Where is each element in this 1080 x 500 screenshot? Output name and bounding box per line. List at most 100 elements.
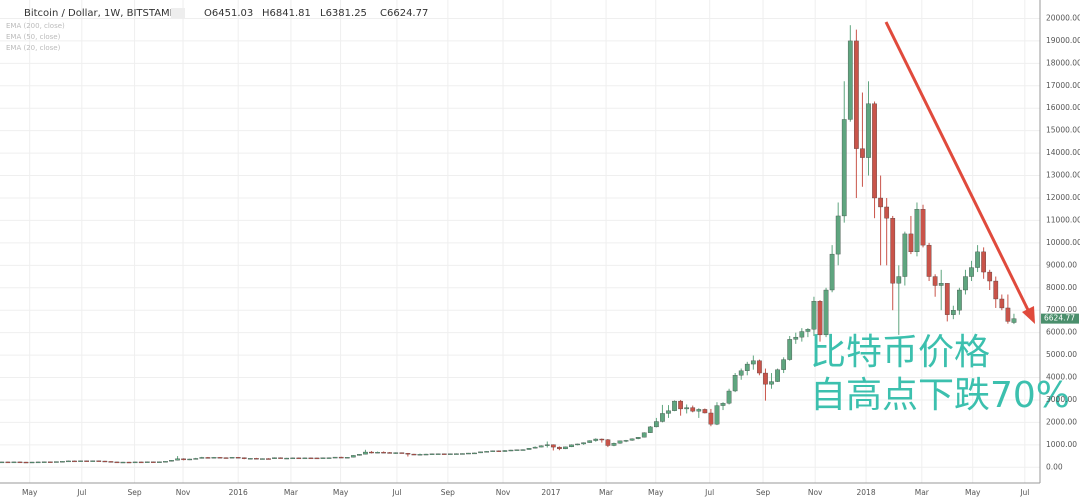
candle-body	[454, 453, 459, 455]
candle-body	[102, 460, 108, 463]
candle-body	[466, 452, 471, 455]
candle-body	[829, 253, 835, 291]
candle-body	[641, 432, 647, 438]
candle-body	[1005, 307, 1011, 322]
y-tick-label: 6000.00	[1046, 328, 1077, 337]
candle-body	[587, 440, 593, 443]
candle-body	[581, 442, 586, 445]
x-tick-label: Nov	[176, 488, 191, 497]
candle-body	[769, 381, 774, 385]
candle-body	[950, 310, 956, 315]
candle-body	[678, 400, 683, 410]
candle-body	[654, 421, 659, 428]
candle-body	[11, 461, 17, 464]
x-tick-label: Nov	[808, 488, 823, 497]
y-tick-label: 7000.00	[1046, 305, 1077, 314]
candle-body	[96, 460, 102, 462]
candle-body	[241, 457, 247, 459]
candle-body	[872, 103, 877, 199]
x-tick-label: Nov	[496, 488, 511, 497]
indicator: EMA (20, close)	[6, 44, 61, 52]
candle-body	[217, 457, 223, 459]
candle-body	[781, 359, 786, 370]
candle-body	[532, 446, 538, 449]
candle-body	[1011, 318, 1017, 323]
candle-body	[690, 407, 696, 412]
ohlc-close: C6624.77	[380, 8, 428, 19]
candle-body	[205, 457, 211, 459]
candle-body	[381, 451, 386, 454]
candle-body	[460, 453, 465, 455]
candle-body	[247, 458, 253, 460]
y-tick-label: 13000.00	[1046, 171, 1080, 180]
candle-body	[750, 360, 756, 365]
last-price-label: 6624.77	[1044, 314, 1075, 323]
candle-body	[611, 443, 617, 446]
header-icons	[171, 8, 185, 18]
candle-body	[320, 457, 326, 459]
candle-body	[375, 451, 380, 454]
candle-body	[472, 452, 477, 455]
candle-body	[490, 450, 496, 452]
candle-body	[526, 448, 532, 450]
candle-body	[793, 336, 799, 340]
ohlc-high: H6841.81	[262, 8, 311, 19]
candle-body	[223, 457, 229, 459]
candle-body	[47, 461, 53, 463]
candle-body	[575, 443, 580, 446]
ohlc-open: O6451.03	[204, 8, 253, 19]
candle-body	[823, 289, 829, 336]
x-tick-label: Sep	[441, 488, 455, 497]
y-tick-label: 0.00	[1046, 462, 1063, 471]
x-tick-label: Sep	[756, 488, 770, 497]
candle-body	[957, 289, 962, 311]
candle-body	[775, 369, 780, 382]
candle-body	[344, 457, 350, 459]
candle-body	[932, 276, 938, 286]
candle-body	[163, 461, 168, 463]
candle-body	[108, 461, 114, 463]
y-tick-label: 1000.00	[1046, 440, 1077, 449]
candle-body	[884, 206, 890, 219]
last-price-box	[1041, 313, 1079, 324]
candle-body	[181, 458, 186, 461]
y-tick-label: 17000.00	[1046, 81, 1080, 90]
candle-body	[350, 455, 356, 458]
candle-body	[732, 375, 738, 392]
x-tick-label: Jul	[1019, 488, 1029, 497]
x-tick-label: May	[648, 488, 664, 497]
candle-body	[435, 453, 441, 455]
candle-body	[296, 457, 302, 460]
candle-body	[5, 461, 11, 464]
y-tick-label: 16000.00	[1046, 103, 1080, 112]
candle-body	[799, 331, 805, 338]
candle-body	[629, 438, 635, 441]
candle-body	[405, 453, 411, 455]
candle-body	[66, 460, 71, 463]
candle-body	[187, 458, 193, 461]
trend-arrow	[884, 21, 1032, 315]
candle-body	[920, 209, 926, 246]
candle-body	[278, 457, 283, 459]
y-tick-label: 20000.00	[1046, 13, 1080, 22]
candle-body	[144, 461, 150, 463]
x-tick-label: Jul	[704, 488, 714, 497]
candle-body	[787, 339, 793, 360]
candle-body	[975, 251, 980, 268]
x-tick-label: May	[22, 488, 38, 497]
candle-body	[890, 218, 896, 284]
annotation: 自高点下跌70%	[810, 375, 1070, 416]
y-tick-label: 3000.00	[1046, 395, 1077, 404]
candle-body	[635, 437, 641, 439]
arrow-head	[1022, 306, 1035, 324]
symbol: Bitcoin / Dollar, 1W, BITSTAMP	[24, 8, 176, 19]
candle-body	[114, 461, 120, 464]
candle-body	[193, 458, 199, 460]
candle-body	[763, 372, 768, 385]
candle-body	[714, 405, 720, 425]
candle-body	[369, 451, 374, 454]
candle-body	[411, 453, 417, 456]
candle-body	[684, 407, 690, 410]
candle-body	[866, 103, 871, 158]
